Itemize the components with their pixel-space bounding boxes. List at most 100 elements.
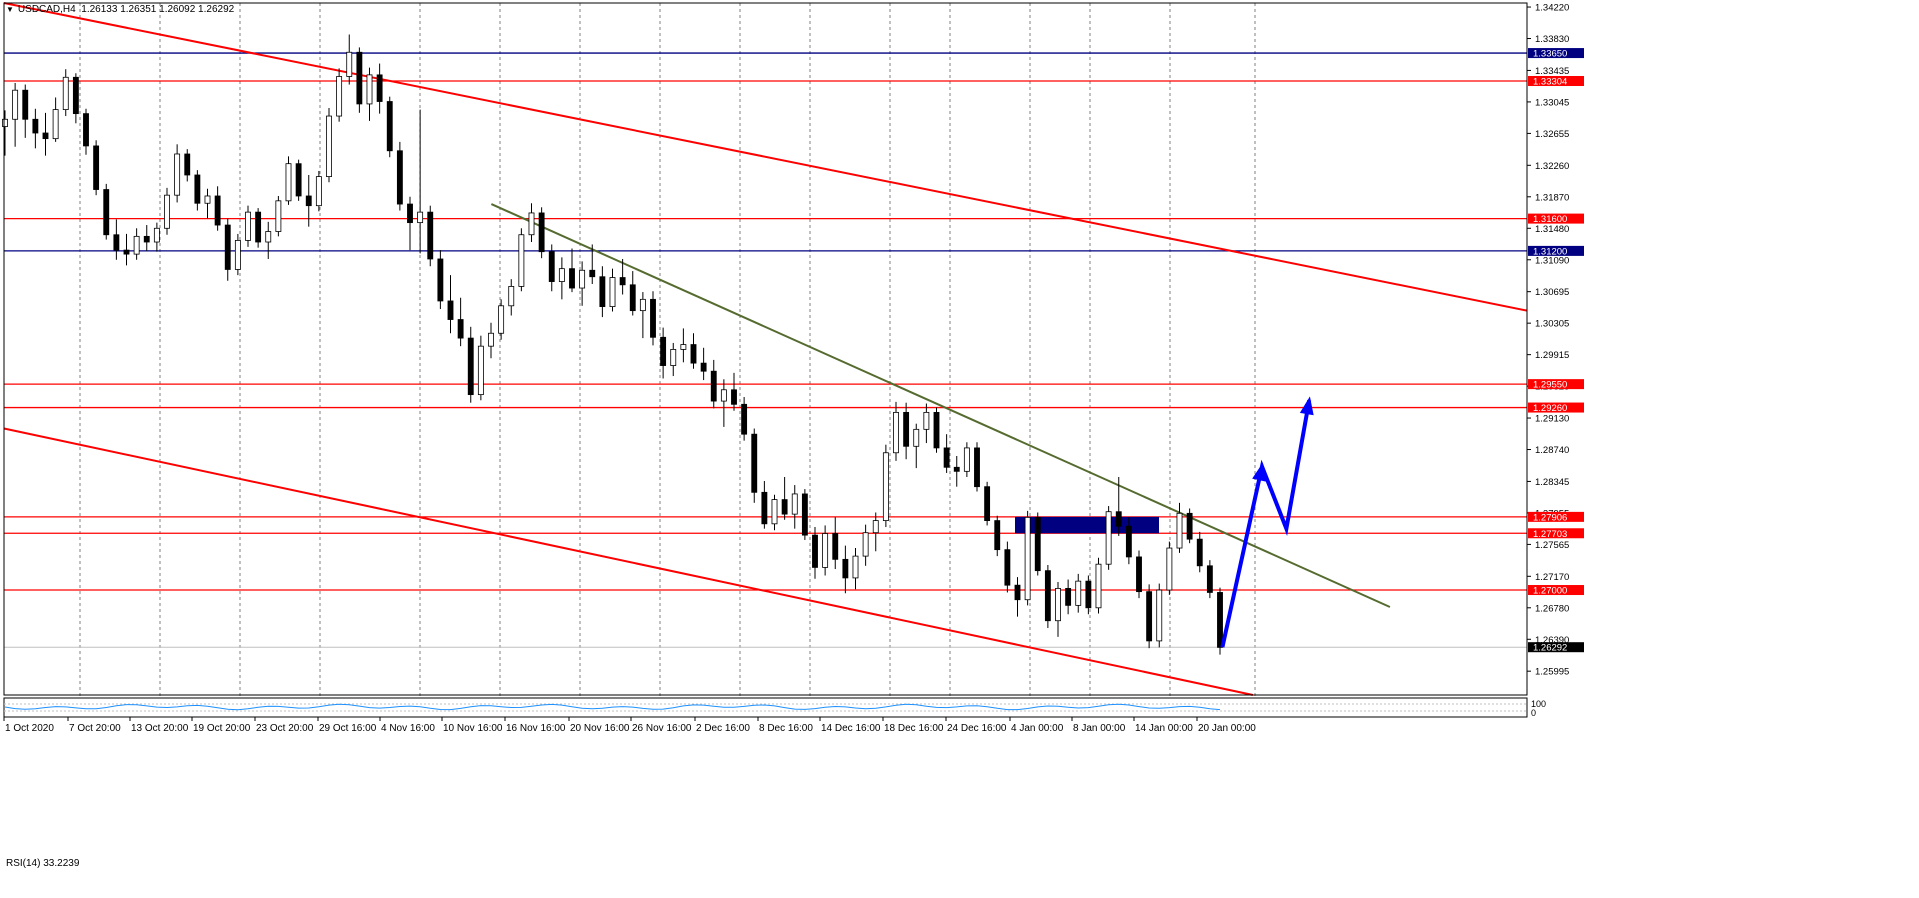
y-tick-label: 1.25995 [1535, 667, 1569, 678]
y-tick-label: 1.26390 [1535, 635, 1569, 646]
candle-body [1014, 584, 1021, 601]
y-tick-label: 1.29130 [1535, 414, 1569, 425]
candle [83, 108, 89, 155]
x-tick-label: 8 Dec 16:00 [759, 723, 813, 734]
candle [42, 112, 49, 156]
level-tag [1528, 528, 1584, 539]
candle-body [275, 200, 282, 232]
candle [133, 228, 140, 260]
candle-body [771, 499, 778, 525]
candle-body [326, 115, 332, 178]
candle [1085, 575, 1092, 615]
level-tag [1528, 379, 1584, 390]
candle-body [93, 145, 100, 190]
candle [731, 372, 737, 411]
candle [781, 476, 788, 520]
candle-body [1206, 565, 1213, 593]
candle-body [1146, 591, 1153, 642]
x-tick-label: 10 Nov 16:00 [443, 723, 503, 734]
candle-body [1055, 588, 1061, 622]
candle [123, 233, 130, 266]
candle-body [609, 277, 616, 308]
candle-body [923, 411, 930, 430]
y-tick-label: 1.31090 [1535, 255, 1569, 266]
y-tick-label: 1.32655 [1535, 129, 1569, 140]
candle [417, 109, 424, 254]
candle [72, 73, 79, 124]
candle-body [518, 234, 525, 287]
y-tick-label: 1.33830 [1535, 34, 1569, 45]
candle-body [913, 428, 920, 447]
candle [842, 545, 849, 594]
candle-body [974, 447, 980, 488]
candle [1206, 560, 1213, 599]
candle [93, 140, 100, 196]
x-tick-label: 14 Jan 00:00 [1135, 723, 1193, 734]
rsi-scale-bottom: 0 [1531, 708, 1536, 718]
candle-body [984, 486, 991, 521]
x-tick-label: 20 Nov 16:00 [570, 723, 630, 734]
candle-body [943, 447, 950, 468]
candle [619, 258, 626, 295]
candle [791, 485, 798, 529]
candle [194, 170, 201, 211]
level-tag-label: 1.33304 [1533, 77, 1567, 88]
candle [164, 187, 170, 235]
candle [710, 359, 717, 409]
candle [467, 326, 474, 403]
rsi-line [4, 703, 1221, 711]
candle-body [498, 305, 505, 334]
candle-body [295, 163, 302, 197]
candle-body [62, 76, 69, 110]
candle-body [1004, 549, 1011, 586]
y-tick-label: 1.31870 [1535, 192, 1569, 203]
candle-body [579, 269, 586, 289]
candle [1034, 512, 1041, 576]
candle-body [822, 533, 829, 568]
candle-body [751, 433, 758, 493]
candle [386, 96, 393, 158]
candle [1065, 579, 1072, 615]
candle [265, 221, 272, 259]
supply-demand-zone [1015, 516, 1159, 534]
x-tick-label: 29 Oct 16:00 [319, 723, 377, 734]
candle [923, 403, 930, 444]
candle-body [862, 532, 869, 557]
candle [2, 110, 8, 156]
projection-arrow [1220, 399, 1312, 648]
candle-body [1024, 516, 1031, 601]
candle [1176, 502, 1183, 553]
candle-body [336, 76, 343, 117]
candle [488, 322, 494, 359]
candle [315, 170, 322, 212]
x-tick-label: 24 Dec 16:00 [947, 723, 1007, 734]
candle-body [1156, 589, 1163, 642]
candle-body [164, 194, 170, 229]
candle [1004, 541, 1011, 593]
candle-body [153, 227, 160, 243]
level-tag [1528, 213, 1584, 224]
candle-body [893, 411, 899, 454]
candle [953, 455, 960, 487]
upper-channel [3, 2, 1528, 312]
level-tag [1528, 48, 1584, 59]
x-tick-label: 2 Dec 16:00 [696, 723, 750, 734]
rsi-label: RSI(14) 33.2239 [6, 858, 80, 869]
candle [994, 515, 1001, 557]
candle [305, 174, 312, 227]
candle [184, 149, 191, 182]
candle-body [103, 189, 110, 236]
candle [639, 292, 646, 339]
channel-lines [3, 2, 1528, 696]
candle [518, 228, 525, 292]
candle [943, 434, 950, 473]
candle-body [619, 277, 626, 286]
collapse-triangle-icon[interactable]: ▼ [6, 5, 14, 14]
candle [690, 333, 697, 369]
candle [609, 268, 616, 312]
arrowhead-up [1252, 462, 1266, 482]
candle-body [315, 176, 322, 207]
plot-border [3, 2, 1528, 696]
candle-body [214, 195, 221, 226]
